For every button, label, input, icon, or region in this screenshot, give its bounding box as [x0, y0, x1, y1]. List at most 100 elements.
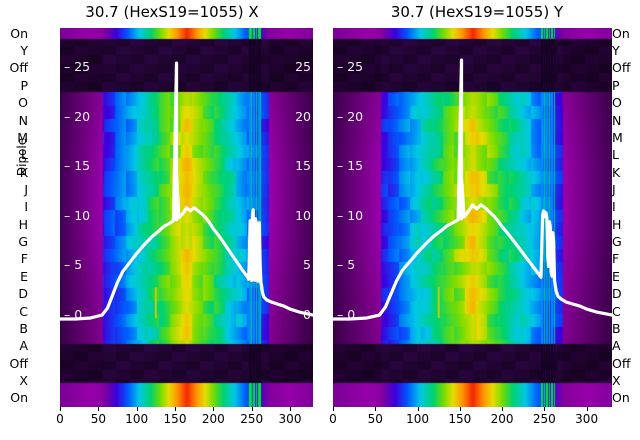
- category-label-left-4: O: [18, 95, 28, 111]
- category-label-left-11: H: [18, 216, 28, 232]
- category-label-right-7: L: [612, 147, 619, 163]
- x-tick-mark: [213, 407, 215, 411]
- x-tick-mark: [544, 407, 546, 411]
- y-tick-label: – 15: [64, 158, 91, 174]
- category-label-right-13: F: [612, 251, 620, 267]
- x-axis-left: 0 50 100 150 200 250 300: [56, 407, 313, 440]
- y-tick-label: – 15: [337, 158, 364, 174]
- y-tick-label: 15: [295, 158, 311, 174]
- y-tick-label: – 20: [337, 108, 364, 124]
- category-label-left-6: M: [17, 129, 28, 145]
- heatmap-canvas: [333, 28, 612, 407]
- x-tick-mark: [417, 407, 419, 411]
- category-label-right-21: On: [612, 390, 630, 406]
- category-label-right-3: P: [612, 77, 620, 93]
- category-label-right-20: X: [612, 372, 621, 388]
- x-tick-label: 300: [575, 412, 599, 426]
- category-label-right-11: H: [612, 216, 622, 232]
- panel-title-left: 30.7 (HexS19=1055) X: [85, 3, 259, 21]
- category-label-left-18: A: [19, 338, 28, 354]
- category-label-left-15: D: [18, 286, 28, 302]
- curve-path: [60, 61, 313, 321]
- category-label-right-17: B: [612, 320, 621, 336]
- category-label-right-9: J: [612, 181, 616, 197]
- x-tick-label: 0: [329, 412, 337, 426]
- category-label-left-14: E: [20, 268, 28, 284]
- category-label-left-16: C: [19, 303, 28, 319]
- x-tick-label: 0: [56, 412, 64, 426]
- curve-path: [333, 58, 612, 321]
- x-axis-right: 0 50 100 150 200 250 300: [329, 407, 612, 440]
- x-tick-label: 150: [163, 412, 187, 426]
- y-tick-label: – 20: [64, 108, 91, 124]
- x-tick-label: 250: [240, 412, 264, 426]
- y-tick-label: – 5: [337, 257, 356, 273]
- y-tick-label: – 10: [337, 207, 364, 223]
- category-label-left-17: B: [19, 320, 28, 336]
- x-tick-label: 150: [448, 412, 472, 426]
- x-tick-mark: [290, 407, 291, 411]
- x-tick-mark: [459, 407, 461, 411]
- category-label-right-16: C: [612, 303, 621, 319]
- category-label-right-4: O: [612, 95, 622, 111]
- category-label-left-1: Y: [20, 43, 28, 59]
- category-label-right-0: On: [612, 25, 630, 41]
- category-label-right-15: D: [612, 286, 622, 302]
- x-tick-label: 200: [201, 412, 225, 426]
- x-tick-mark: [175, 407, 176, 411]
- x-tick-label: 200: [490, 412, 514, 426]
- heatmap-panel-x[interactable]: – 25– 20– 15– 10– 5– 0 25 20 15 10 5 0: [60, 28, 313, 407]
- overlay-curve: [60, 61, 313, 321]
- category-label-left-20: X: [19, 372, 28, 388]
- category-label-left-7: L: [21, 147, 28, 163]
- x-tick-label: 100: [406, 412, 429, 426]
- category-label-right-14: E: [612, 268, 620, 284]
- category-label-left-3: P: [20, 77, 28, 93]
- category-label-left-9: J: [24, 181, 28, 197]
- x-tick-mark: [502, 407, 504, 411]
- x-tick-mark: [333, 407, 334, 411]
- category-label-right-5: N: [612, 112, 622, 128]
- category-label-left-21: On: [10, 390, 28, 406]
- category-label-right-6: M: [612, 129, 623, 145]
- x-tick-mark: [136, 407, 138, 411]
- x-tick-mark: [586, 407, 588, 411]
- y-tick-label: 10: [295, 207, 311, 223]
- y-tick-label: – 10: [64, 207, 91, 223]
- category-label-right-18: A: [612, 338, 621, 354]
- heatmap-canvas: [60, 28, 313, 407]
- category-label-left-0: On: [10, 25, 28, 41]
- category-label-right-19: Off: [612, 355, 631, 371]
- x-tick-mark: [375, 407, 377, 411]
- x-tick-label: 50: [367, 412, 383, 426]
- y-tick-label: 5: [303, 257, 311, 273]
- category-label-right-1: Y: [612, 43, 620, 59]
- x-tick-label: 300: [278, 412, 302, 426]
- x-tick-label: 250: [532, 412, 556, 426]
- x-tick-mark: [98, 407, 100, 411]
- x-tick-label: 50: [90, 412, 106, 426]
- category-label-right-2: Off: [612, 60, 631, 76]
- category-label-left-12: G: [18, 234, 28, 250]
- category-label-left-10: I: [24, 199, 28, 215]
- x-tick-mark: [251, 407, 253, 411]
- category-label-left-13: F: [20, 251, 28, 267]
- category-label-left-19: Off: [9, 355, 28, 371]
- category-label-left-8: K: [19, 164, 28, 180]
- category-label-left-2: Off: [9, 60, 28, 76]
- y-tick-label: – 25: [337, 59, 364, 74]
- y-tick-label: 20: [295, 108, 311, 124]
- heatmap-panel-y[interactable]: – 25– 20– 15– 10– 5– 0: [333, 28, 612, 407]
- category-label-right-8: K: [612, 164, 621, 180]
- category-label-right-12: G: [612, 234, 622, 250]
- category-axis-right: On Y Off P O N M L K J I H G F E D C B A Off X On: [612, 25, 638, 407]
- y-tick-label: – 25: [64, 59, 91, 74]
- category-label-left-5: N: [18, 112, 28, 128]
- y-tick-label: 25: [295, 59, 311, 74]
- category-label-right-10: I: [612, 199, 616, 215]
- y-tick-label: – 5: [64, 257, 83, 273]
- x-tick-label: 100: [125, 412, 149, 426]
- category-axis-left: On Y Off P O N M L K J I H G F E D C B A Off X On: [2, 25, 28, 407]
- panel-title-right: 30.7 (HexS19=1055) Y: [390, 3, 564, 21]
